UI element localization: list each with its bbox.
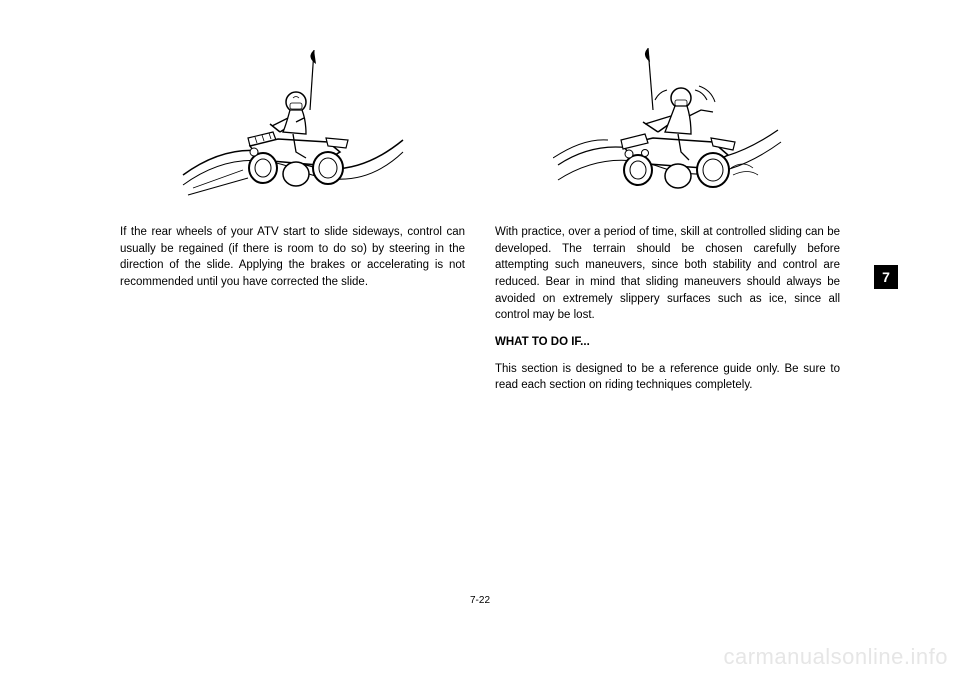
two-column-layout: If the rear wheels of your ATV start to … — [120, 40, 840, 404]
atv-sliding-illustration-left — [178, 40, 408, 210]
right-paragraph-2: This section is designed to be a referen… — [495, 361, 840, 394]
chapter-number: 7 — [882, 269, 890, 285]
right-body-text: With practice, over a period of time, sk… — [495, 224, 840, 404]
atv-sliding-illustration-right — [553, 40, 783, 210]
left-paragraph: If the rear wheels of your ATV start to … — [120, 224, 465, 291]
left-body-text: If the rear wheels of your ATV start to … — [120, 224, 465, 301]
right-paragraph-1: With practice, over a period of time, sk… — [495, 224, 840, 324]
right-column: With practice, over a period of time, sk… — [495, 40, 840, 404]
page-number: 7-22 — [0, 595, 960, 606]
manual-page: If the rear wheels of your ATV start to … — [0, 0, 960, 678]
chapter-tab: 7 — [874, 265, 898, 289]
watermark: carmanualsonline.info — [723, 644, 948, 670]
what-to-do-heading: WHAT TO DO IF... — [495, 334, 840, 351]
left-column: If the rear wheels of your ATV start to … — [120, 40, 465, 404]
